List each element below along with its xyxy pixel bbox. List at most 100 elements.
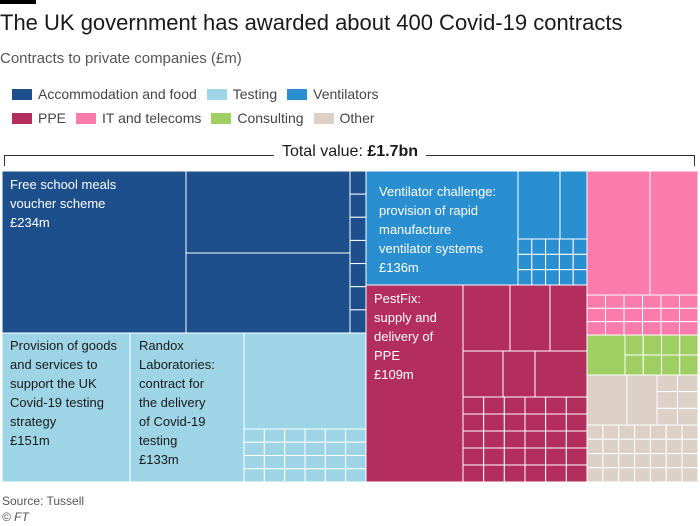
- block-accommodation-small-0-0: [349, 170, 367, 195]
- block-consulting-1: [586, 334, 626, 376]
- block-ppe-small-2-2: [503, 430, 526, 449]
- block-other-small-b-2-0: [618, 424, 636, 440]
- block-testing-small-1-0: [263, 428, 286, 443]
- contract-label-4: PestFix: supply and delivery of PPE £109m: [374, 291, 437, 382]
- block-testing-small-2-1: [284, 441, 306, 456]
- legend-item-consulting: Consulting: [211, 110, 304, 126]
- block-ventilators-small-0-2: [517, 269, 533, 286]
- block-consulting-small-2-0: [661, 334, 681, 356]
- contract-label-3-line-2: manufacture: [379, 222, 451, 237]
- legend-swatch-it-telecoms: [76, 112, 97, 124]
- block-ppe-small-2-3: [503, 447, 526, 466]
- contract-label-4-line-1: supply and: [374, 310, 437, 325]
- block-randox: [129, 332, 245, 483]
- block-it-small-3-2: [642, 321, 662, 336]
- block-ventilator-challenge: [365, 170, 519, 286]
- block-consulting-small-2-1: [661, 354, 681, 376]
- chart-title: The UK government has awarded about 400 …: [0, 10, 623, 35]
- block-accommodation-small-0-4: [349, 263, 367, 288]
- block-ppe-small-4-0: [545, 396, 567, 415]
- block-other-small-b-4-0: [649, 424, 667, 440]
- block-other-small-b-4-2: [649, 453, 667, 469]
- chart-subtitle: Contracts to private companies (£m): [0, 50, 242, 67]
- contract-label-1-line-1: and services to: [10, 357, 97, 372]
- block-other-small-b-3-1: [634, 438, 651, 454]
- block-accommodation-2: [185, 170, 351, 254]
- block-it-small-2-1: [623, 307, 643, 323]
- total-value-label: Total value: £1.7bn: [0, 143, 700, 161]
- block-it-small-5-2: [679, 321, 699, 336]
- legend-label-ppe: PPE: [38, 110, 67, 126]
- contract-label-2: Randox Laboratories: contract for the deliv…: [139, 338, 215, 467]
- block-consulting-small-1-0: [642, 334, 662, 356]
- block-other-small-b-6-1: [681, 438, 699, 454]
- legend-swatch-ppe: [12, 112, 32, 124]
- block-accommodation-small-0-3: [349, 239, 367, 265]
- block-ppe-5: [462, 350, 504, 398]
- block-other-small-b-5-3: [665, 467, 683, 483]
- contract-label-3-line-4: £136m: [379, 260, 419, 275]
- contract-label-4-line-0: PestFix:: [374, 291, 421, 306]
- contract-label-2-line-0: Randox: [139, 338, 184, 353]
- block-testing-small-5-0: [345, 428, 367, 443]
- block-testing-small-0-3: [243, 468, 265, 483]
- block-ventilators-small-4-1: [572, 253, 588, 271]
- block-testing-small-3-2: [304, 455, 326, 470]
- legend-row-1: Accommodation and food Testing Ventilato…: [12, 82, 389, 106]
- contract-label-2-line-2: contract for: [139, 376, 205, 391]
- block-other-small-b-0-2: [586, 453, 604, 469]
- block-ppe-small-0-4: [462, 464, 485, 483]
- block-other-small-b-3-0: [634, 424, 651, 440]
- block-ppe-small-4-4: [545, 464, 567, 483]
- block-ventilators-small-4-2: [572, 269, 588, 286]
- block-accommodation-small-0-2: [349, 216, 367, 241]
- block-it-small-0-0: [586, 294, 606, 309]
- block-ppe-4: [549, 284, 588, 352]
- block-ppe-small-2-0: [503, 396, 526, 415]
- block-testing-small-4-2: [324, 455, 347, 470]
- block-other-small-a-0-1: [656, 391, 678, 409]
- contract-label-4-line-2: delivery of: [374, 329, 434, 344]
- block-testing-small-0-2: [243, 455, 265, 470]
- block-pestfix: [365, 284, 464, 483]
- total-prefix: Total value:: [281, 143, 368, 160]
- block-other-small-b-2-1: [618, 438, 636, 454]
- block-other-small-a-0-2: [656, 407, 678, 426]
- block-ppe-3: [509, 284, 551, 352]
- block-ppe-small-0-2: [462, 430, 485, 449]
- block-ppe-small-0-0: [462, 396, 485, 415]
- block-ventilators-3: [559, 170, 588, 240]
- block-testing-strategy: [1, 332, 131, 483]
- block-testing-small-5-1: [345, 441, 367, 456]
- contract-label-2-line-1: Laboratories:: [139, 357, 215, 372]
- block-ppe-small-0-3: [462, 447, 485, 466]
- block-testing-small-4-3: [324, 468, 347, 483]
- block-testing-small-1-1: [263, 441, 286, 456]
- block-it-1: [586, 170, 651, 296]
- contract-label-4-line-3: PPE: [374, 348, 400, 363]
- block-ppe-small-5-2: [565, 430, 588, 449]
- total-value: £1.7bn: [367, 143, 419, 160]
- block-other-small-b-0-3: [586, 467, 604, 483]
- block-testing-small-4-1: [324, 441, 347, 456]
- block-accommodation-3: [185, 252, 351, 334]
- block-ventilators-small-0-1: [517, 253, 533, 271]
- block-it-small-3-1: [642, 307, 662, 323]
- legend-item-other: Other: [313, 110, 375, 126]
- block-ppe-small-3-2: [524, 430, 547, 449]
- block-it-small-3-0: [642, 294, 662, 309]
- title-rule: [0, 0, 36, 4]
- block-other-small-a-1-0: [677, 374, 699, 393]
- block-ventilators-small-2-0: [545, 238, 560, 255]
- legend-label-ventilators: Ventilators: [313, 86, 379, 102]
- legend-swatch-ventilators: [287, 88, 308, 100]
- contract-label-1: Provision of goods and services to support…: [10, 338, 117, 448]
- block-other-small-b-2-3: [618, 467, 636, 483]
- contract-label-3: Ventilator challenge: provision of rapid m…: [379, 184, 496, 275]
- contract-label-3-line-3: ventilator systems: [379, 241, 484, 256]
- legend-row-2: PPE IT and telecoms Consulting Other: [12, 106, 389, 130]
- contract-label-1-line-2: support the UK: [10, 376, 97, 391]
- block-ventilators-small-4-0: [572, 238, 588, 255]
- block-other-small-b-5-1: [665, 438, 683, 454]
- contract-label-0-line-2: £234m: [10, 215, 50, 230]
